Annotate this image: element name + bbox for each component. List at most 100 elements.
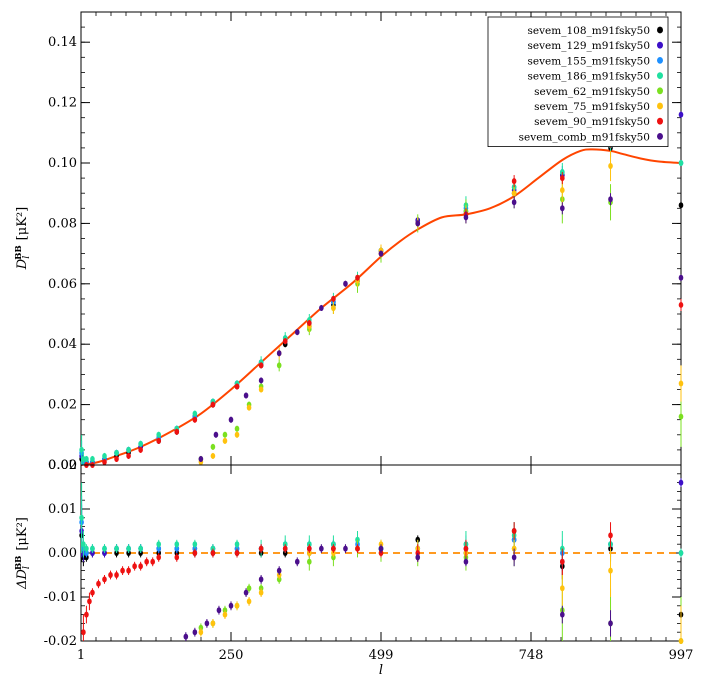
data-point: [198, 455, 204, 462]
bottom-series-sevem_90_m91fsky50: [81, 522, 613, 641]
bottom-ytick-label: -0.01: [44, 590, 77, 605]
data-point: [276, 362, 282, 369]
legend-marker: [657, 26, 663, 34]
legend-marker: [657, 72, 663, 79]
data-point: [331, 545, 336, 552]
data-point: [90, 545, 95, 552]
data-point: [608, 532, 613, 539]
top-ytick-label: 0.14: [48, 35, 77, 50]
data-point: [183, 633, 189, 640]
data-point: [228, 602, 234, 609]
data-point: [282, 545, 288, 552]
data-point: [608, 163, 613, 170]
bottom-series-sevem_comb_m91fsky50: [183, 544, 613, 641]
data-point: [192, 629, 198, 636]
data-point: [560, 187, 565, 194]
data-point: [560, 585, 565, 592]
ylabel-unit: [μK²]: [15, 517, 30, 551]
data-point: [415, 554, 421, 561]
data-point: [331, 304, 336, 311]
data-point: [319, 304, 324, 311]
data-point: [108, 572, 113, 578]
data-point: [307, 545, 312, 552]
data-point: [84, 455, 89, 462]
legend-label: sevem_108_m91fsky50: [528, 25, 651, 37]
data-point: [560, 611, 565, 618]
xtick-label: 1: [77, 648, 85, 663]
ylabel-base: D: [15, 258, 30, 270]
top-series-sevem_186_m91fsky50: [79, 132, 684, 465]
data-point: [608, 196, 613, 203]
top-panel: 0.00 0.02 0.04 0.06 0.08 0.10 0.12 0.14: [48, 11, 684, 473]
data-point: [228, 416, 234, 423]
legend-marker: [657, 41, 663, 49]
data-point: [282, 338, 288, 345]
data-point: [96, 580, 101, 587]
data-point: [210, 401, 216, 408]
data-point: [84, 545, 89, 552]
data-point: [258, 545, 264, 552]
legend-marker: [657, 87, 663, 95]
data-point: [307, 558, 312, 565]
data-point: [678, 111, 684, 118]
top-ytick-label: 0.00: [48, 458, 77, 473]
data-point: [144, 558, 149, 565]
xtick-label: 499: [369, 648, 394, 663]
ylabel-sub: l: [21, 256, 32, 259]
data-point: [222, 437, 228, 444]
data-point: [560, 558, 565, 565]
xtick-label: 250: [219, 648, 244, 663]
data-point: [132, 563, 137, 570]
ylabel-unit: [μK²]: [15, 207, 30, 241]
data-point: [511, 528, 517, 534]
data-point: [84, 611, 89, 618]
data-point: [156, 437, 162, 444]
data-point: [560, 205, 565, 212]
data-point: [258, 589, 264, 596]
top-series-sevem_90_m91fsky50: [84, 129, 684, 468]
bottom-series-sevem_108_m91fsky50: [79, 509, 684, 619]
data-point: [331, 295, 336, 302]
top-ytick-label: 0.08: [48, 216, 77, 231]
data-point: [276, 567, 282, 574]
data-point: [463, 214, 469, 221]
legend-label: sevem_62_m91fsky50: [534, 86, 650, 98]
bottom-ytick-label: 0.01: [48, 502, 77, 517]
top-ytick-label: 0.06: [48, 277, 77, 292]
data-point: [511, 199, 517, 206]
legend-label: sevem_155_m91fsky50: [528, 55, 651, 67]
top-series-sevem_155_m91fsky50: [79, 135, 684, 465]
data-point: [210, 443, 216, 450]
bottom-ylabel-text: ΔDlBB [μK²]: [14, 517, 32, 590]
data-point: [192, 550, 198, 556]
data-point: [156, 554, 162, 561]
xtick-label: 748: [519, 648, 544, 663]
data-point: [210, 452, 216, 459]
ylabel-sup: BB: [14, 245, 24, 259]
top-ytick-label: 0.12: [48, 96, 77, 111]
data-point: [243, 392, 249, 399]
top-ytick-label: 0.04: [48, 337, 77, 352]
data-point: [378, 250, 384, 257]
data-point: [102, 458, 107, 465]
data-point: [114, 572, 119, 578]
data-point: [246, 598, 252, 605]
top-ytick-label: 0.02: [48, 398, 77, 413]
data-point: [608, 620, 613, 627]
bottom-ytick-label: -0.02: [44, 634, 77, 649]
data-point: [246, 585, 252, 592]
data-point: [234, 541, 240, 548]
data-point: [114, 545, 119, 552]
top-ylabel-text: DlBB [μK²]: [14, 207, 32, 270]
data-point: [678, 160, 684, 166]
data-point: [343, 545, 348, 552]
legend-label: sevem_129_m91fsky50: [528, 40, 651, 52]
legend-marker: [657, 117, 663, 125]
data-point: [138, 446, 143, 453]
data-point: [156, 431, 162, 438]
xlabel: l: [379, 663, 383, 678]
top-ytick-label: 0.10: [48, 156, 77, 171]
data-point: [234, 550, 240, 556]
data-point: [126, 545, 131, 552]
data-point: [210, 550, 216, 556]
